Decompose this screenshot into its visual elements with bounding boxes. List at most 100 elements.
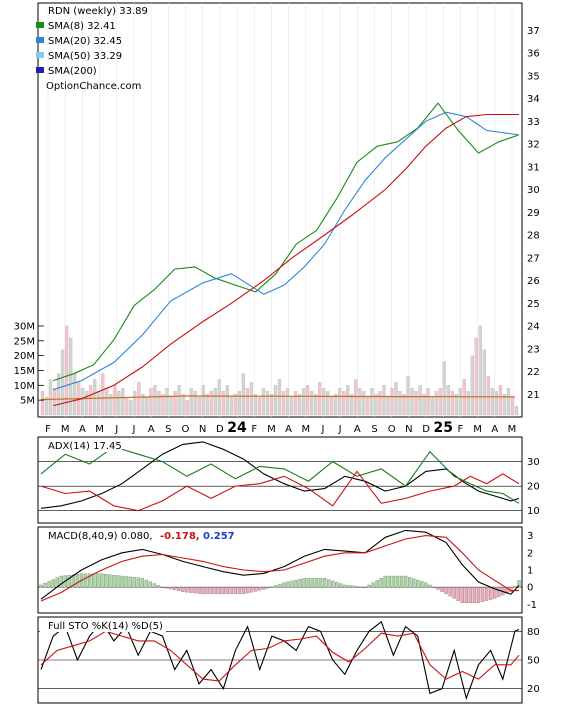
macd-histogram-bar [218,587,221,594]
macd-histogram-bar [396,576,399,587]
volume-bar [306,385,309,415]
macd-histogram-bar [234,587,237,594]
legend-swatch-sma200 [36,67,44,73]
time-axis-label: A [354,424,361,435]
macd-histogram-bar [400,576,403,587]
macd-histogram-bar [416,580,419,587]
price-tick-label: 28 [527,231,540,242]
macd-histogram-bar [165,587,168,588]
macd-histogram-bar [392,576,395,587]
volume-tick-label: 30M [14,321,35,332]
volume-bar [354,379,357,415]
price-tick-label: 29 [527,208,540,219]
time-axis-label: D [216,424,224,435]
macd-histogram-bar [513,586,516,587]
price-tick-label: 31 [527,162,540,173]
time-axis-label: N [405,424,412,435]
volume-bar [250,382,253,415]
time-axis-label: F [45,424,51,435]
legend-label-sma50: SMA(50) 33.29 [48,51,122,62]
price-tick-label: 21 [527,390,540,401]
macd-histogram-bar [428,585,431,587]
volume-bar [174,391,177,415]
volume-bar [157,391,160,415]
time-axis-label: J [338,424,342,435]
volume-bar [411,388,414,415]
legend-swatch-sma8 [36,22,44,28]
volume-bar [467,391,470,415]
volume-bar [487,376,490,415]
volume-bar [350,394,353,415]
legend-label-sma200: SMA(200) [48,66,97,77]
time-axis-label: A [285,424,292,435]
volume-bar [294,391,297,415]
volume-bar [431,397,434,415]
volume-bar [455,394,458,415]
time-axis-label: 24 [227,420,247,436]
macd-histogram-bar [116,576,119,588]
macd-histogram-bar [368,585,371,587]
macd-histogram-bar [343,585,346,587]
price-tick-label: 24 [527,322,540,333]
macd-histogram-bar [299,579,302,587]
macd-histogram-bar [262,587,265,589]
volume-bar [234,394,237,415]
volume-tick-label: 20M [14,351,35,362]
price-tick-label: 22 [527,367,540,378]
macd-histogram-bar [125,576,128,587]
macd-histogram-bar [489,587,492,599]
volume-bar [246,388,249,415]
volume-bar [61,350,64,415]
time-axis-label: N [199,424,206,435]
volume-bar [101,373,104,415]
legend-label-sma8: SMA(8) 32.41 [48,21,116,32]
volume-bar [346,385,349,415]
volume-bar [222,391,225,415]
volume-bar [282,391,285,415]
macd-histogram-bar [40,585,43,587]
time-axis-label: F [458,424,464,435]
time-axis-label: F [251,424,257,435]
macd-histogram-bar [250,587,253,592]
volume-tick-label: 15M [14,366,35,377]
legend-swatch-sma50 [36,52,44,58]
time-axis-label: O [388,424,396,435]
macd-histogram-bar [469,587,472,603]
price-tick-label: 37 [527,26,540,37]
macd-histogram-bar [279,584,282,587]
macd-histogram-bar [404,576,407,587]
macd-histogram-bar [441,587,444,591]
macd-histogram-bar [254,587,257,591]
legend-label-sma20: SMA(20) 32.45 [48,36,122,47]
volume-bar [274,385,277,415]
volume-bar [254,394,257,415]
macd-tick-label: 0 [527,583,533,594]
volume-bar [423,394,426,415]
macd-histogram-bar [331,581,334,587]
macd-histogram-bar [436,587,439,589]
volume-bar [290,397,293,415]
volume-bar [145,397,148,415]
price-tick-label: 25 [527,299,540,310]
macd-histogram-bar [384,576,387,587]
volume-bar [386,397,389,415]
macd-histogram-bar [481,587,484,602]
macd-histogram-bar [169,587,172,589]
macd-tick-label: 1 [527,566,533,577]
time-axis-label: M [508,424,517,435]
volume-bar [182,394,185,415]
macd-histogram-bar [457,587,460,600]
macd-histogram-bar [210,587,213,594]
volume-bar [238,391,241,415]
macd-histogram-bar [153,584,156,588]
macd-histogram-bar [206,587,209,594]
volume-bar [479,326,482,415]
macd-histogram-bar [60,576,63,587]
macd-histogram-bar [104,574,107,587]
macd-histogram-bar [108,575,111,588]
macd-histogram-bar [380,578,383,587]
price-tick-label: 34 [527,94,540,105]
macd-histogram-bar [197,587,200,593]
macd-histogram-bar [291,581,294,587]
